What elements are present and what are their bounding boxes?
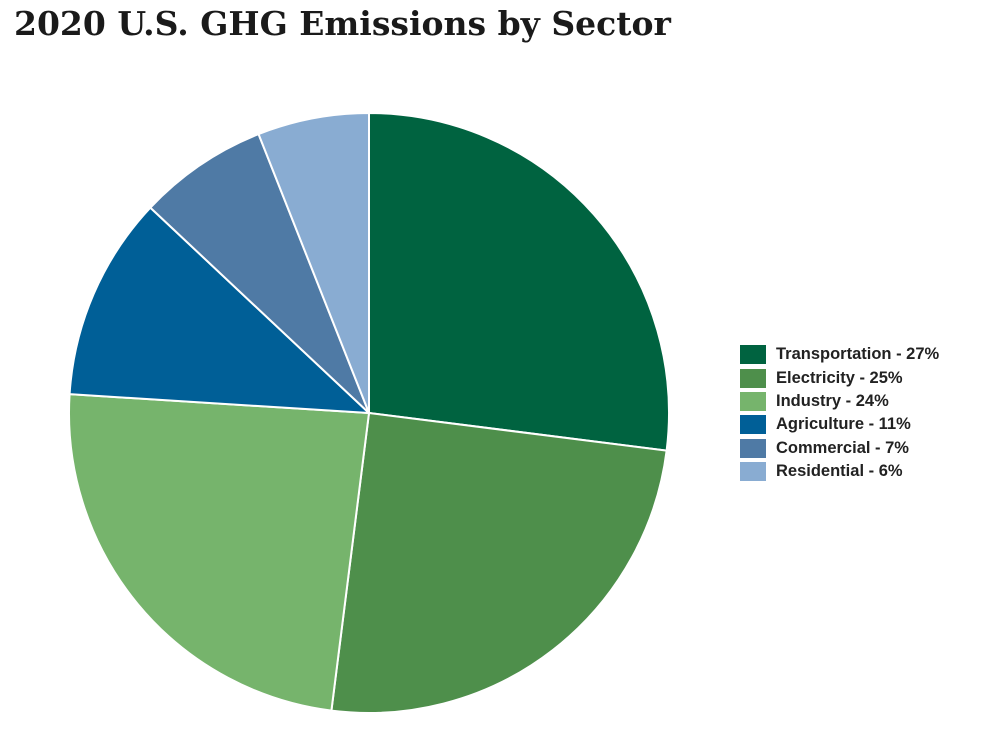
legend-label-transportation: Transportation - 27% (776, 345, 940, 364)
legend-swatch-agriculture (740, 415, 766, 435)
legend-swatch-residential (740, 462, 766, 482)
pie-slice-electricity (330, 412, 668, 714)
legend-label-agriculture: Agriculture - 11% (776, 415, 911, 434)
legend-label-commercial: Commercial - 7% (776, 438, 909, 457)
legend-item-industry: Industry - 24% (740, 390, 939, 413)
legend-swatch-industry (740, 391, 766, 411)
legend: Transportation - 27% Electricity - 25% Ind… (740, 343, 939, 483)
legend-swatch-electricity (740, 368, 766, 388)
legend-swatch-commercial (740, 438, 766, 458)
pie-slice-agriculture (68, 206, 370, 414)
legend-item-agriculture: Agriculture - 11% (740, 413, 939, 436)
pie-slice-residential (257, 112, 370, 414)
legend-label-residential: Residential - 6% (776, 462, 903, 481)
legend-item-commercial: Commercial - 7% (740, 437, 939, 460)
chart-title: 2020 U.S. GHG Emissions by Sector (14, 4, 671, 43)
pie-slice-commercial (149, 133, 370, 414)
legend-label-electricity: Electricity - 25% (776, 368, 903, 387)
legend-item-electricity: Electricity - 25% (740, 366, 939, 389)
legend-label-industry: Industry - 24% (776, 391, 889, 410)
legend-swatch-transportation (740, 345, 766, 365)
pie-slice-transportation (368, 112, 670, 452)
legend-item-residential: Residential - 6% (740, 460, 939, 483)
pie-slice-industry (68, 393, 370, 712)
legend-item-transportation: Transportation - 27% (740, 343, 939, 366)
